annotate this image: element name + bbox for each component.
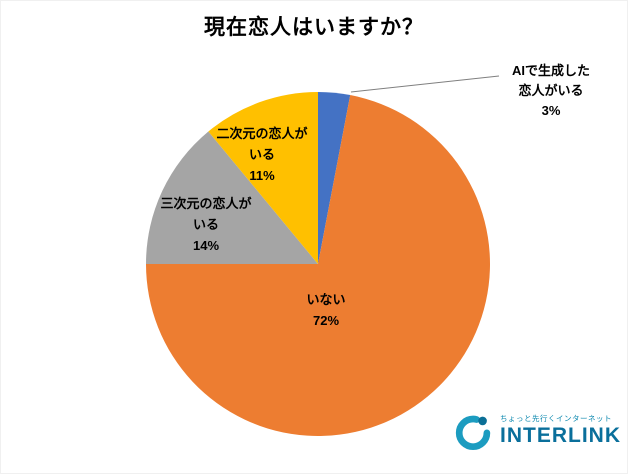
- pie-slice-2: [146, 95, 490, 437]
- label-line: 二次元の恋人が: [216, 126, 308, 141]
- interlink-logo: ちょっと先行くインターネット INTERLINK: [453, 405, 621, 455]
- label-value: 3%: [541, 103, 561, 118]
- leader-line: [350, 75, 500, 93]
- data-label-3d-lover: 三次元の恋人が いる 14%: [141, 193, 271, 256]
- pie-slices: [146, 92, 490, 437]
- data-label-none: いない 72%: [278, 289, 374, 331]
- pie-slice-1: [318, 92, 351, 264]
- data-label-ai-lover: AIで生成した 恋人がいる 3%: [497, 61, 605, 121]
- label-line: いる: [192, 217, 219, 232]
- label-value: 11%: [249, 168, 275, 183]
- logo-brand: INTERLINK: [500, 424, 621, 447]
- logo-text-block: ちょっと先行くインターネット INTERLINK: [500, 413, 621, 447]
- pie-slice-3: [146, 131, 318, 264]
- label-line: いない: [306, 292, 346, 307]
- label-line: いる: [248, 147, 275, 162]
- data-label-2d-lover: 二次元の恋人が いる 11%: [197, 123, 327, 186]
- interlink-logo-icon: [455, 415, 491, 451]
- logo-tagline: ちょっと先行くインターネット: [500, 414, 612, 423]
- label-line: AIで生成した: [511, 63, 590, 78]
- pie-slice-4: [208, 92, 318, 264]
- chart-title: 現在恋人はいますか？: [204, 16, 424, 39]
- label-value: 72%: [312, 313, 340, 328]
- label-line: 三次元の恋人が: [160, 196, 252, 211]
- label-line: 恋人がいる: [518, 83, 584, 98]
- label-value: 14%: [192, 238, 220, 253]
